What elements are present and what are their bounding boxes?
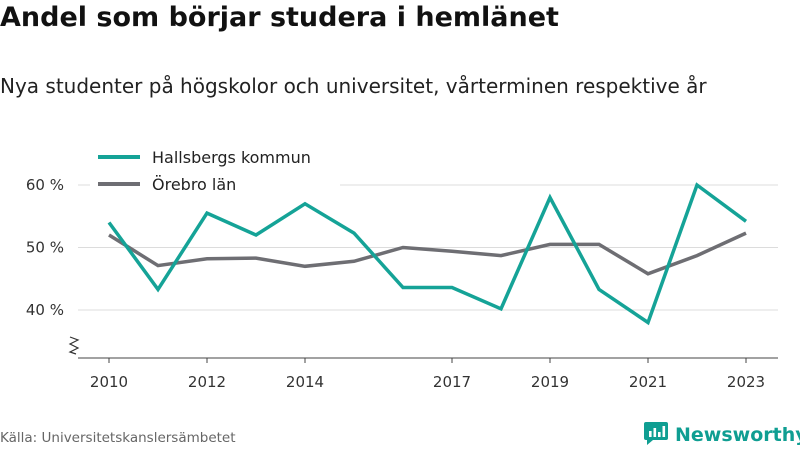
y-tick-label: 50 % <box>26 239 64 257</box>
chart-title: Andel som börjar studera i hemlänet <box>0 2 559 33</box>
series-line-0 <box>107 182 748 326</box>
x-tick-label: 2014 <box>286 373 324 391</box>
y-tick-label: 40 % <box>26 301 64 319</box>
series-line-1 <box>108 231 747 276</box>
x-tick-label: 2017 <box>433 373 471 391</box>
newsworthy-logo-icon <box>643 420 669 450</box>
legend-label: Örebro län <box>152 175 236 194</box>
x-tick-label: 2010 <box>90 373 128 391</box>
brand-logo[interactable]: Newsworthy <box>643 420 800 450</box>
x-tick-label: 2023 <box>727 373 765 391</box>
x-tick-label: 2012 <box>188 373 226 391</box>
legend-background <box>90 143 340 195</box>
y-tick-label: 60 % <box>26 176 64 194</box>
brand-name: Newsworthy <box>675 424 800 446</box>
x-tick-label: 2019 <box>531 373 569 391</box>
source-note: Källa: Universitetskanslersämbetet <box>0 430 236 446</box>
y-axis-break-icon <box>68 336 80 355</box>
chart-subtitle: Nya studenter på högskolor och universit… <box>0 74 707 98</box>
x-tick-label: 2021 <box>629 373 667 391</box>
legend-label: Hallsbergs kommun <box>152 148 311 167</box>
